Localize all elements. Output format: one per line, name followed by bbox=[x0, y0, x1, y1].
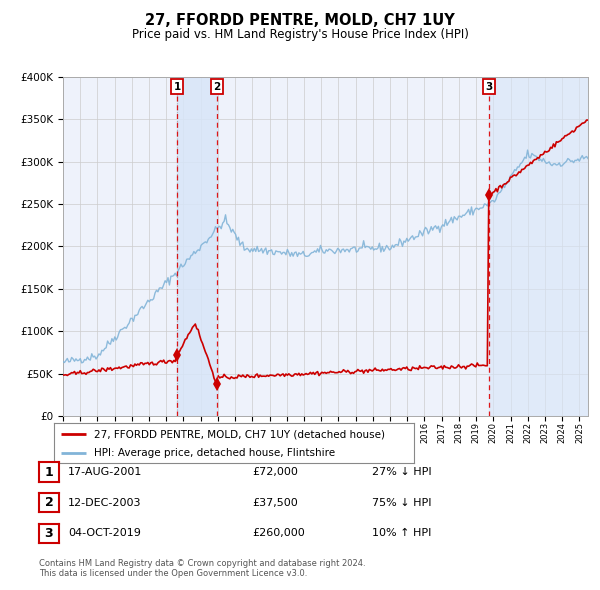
Text: £260,000: £260,000 bbox=[252, 529, 305, 538]
Text: 2: 2 bbox=[214, 82, 221, 92]
Text: 1: 1 bbox=[173, 82, 181, 92]
Text: 3: 3 bbox=[485, 82, 493, 92]
Text: 17-AUG-2001: 17-AUG-2001 bbox=[68, 467, 142, 477]
Text: 27% ↓ HPI: 27% ↓ HPI bbox=[372, 467, 431, 477]
Text: £72,000: £72,000 bbox=[252, 467, 298, 477]
Text: HPI: Average price, detached house, Flintshire: HPI: Average price, detached house, Flin… bbox=[94, 448, 335, 458]
Text: 75% ↓ HPI: 75% ↓ HPI bbox=[372, 498, 431, 507]
Text: This data is licensed under the Open Government Licence v3.0.: This data is licensed under the Open Gov… bbox=[39, 569, 307, 578]
Text: 12-DEC-2003: 12-DEC-2003 bbox=[68, 498, 142, 507]
Text: 04-OCT-2019: 04-OCT-2019 bbox=[68, 529, 140, 538]
Bar bbox=[489, 77, 588, 416]
Bar bbox=[177, 77, 217, 416]
Text: 27, FFORDD PENTRE, MOLD, CH7 1UY: 27, FFORDD PENTRE, MOLD, CH7 1UY bbox=[145, 13, 455, 28]
Text: £37,500: £37,500 bbox=[252, 498, 298, 507]
Text: Contains HM Land Registry data © Crown copyright and database right 2024.: Contains HM Land Registry data © Crown c… bbox=[39, 559, 365, 568]
Text: 27, FFORDD PENTRE, MOLD, CH7 1UY (detached house): 27, FFORDD PENTRE, MOLD, CH7 1UY (detach… bbox=[94, 430, 385, 440]
Text: 1: 1 bbox=[44, 466, 53, 478]
Text: 10% ↑ HPI: 10% ↑ HPI bbox=[372, 529, 431, 538]
Text: 2: 2 bbox=[44, 496, 53, 509]
Text: Price paid vs. HM Land Registry's House Price Index (HPI): Price paid vs. HM Land Registry's House … bbox=[131, 28, 469, 41]
Text: 3: 3 bbox=[44, 527, 53, 540]
